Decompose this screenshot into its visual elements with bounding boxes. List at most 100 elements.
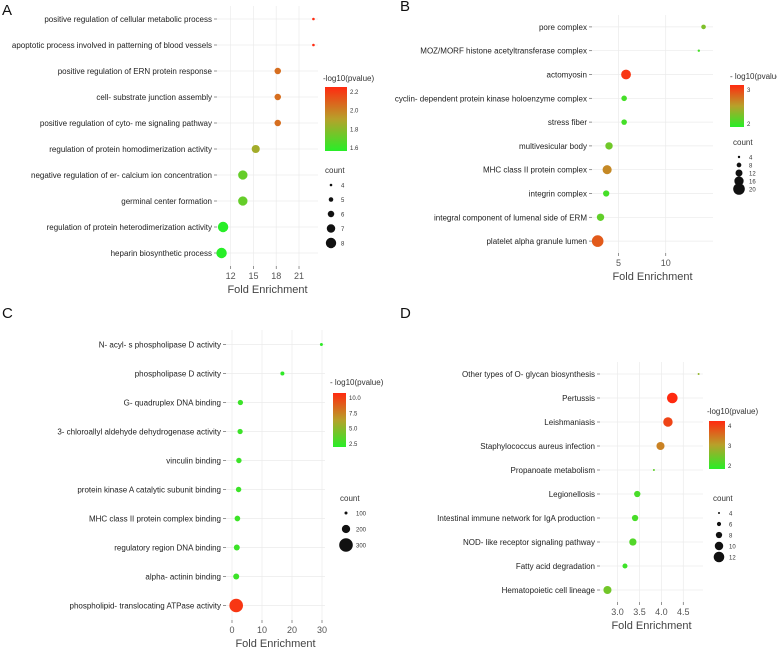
grid (600, 362, 703, 602)
data-point (602, 165, 612, 175)
data-point (216, 247, 227, 259)
data-point (280, 371, 285, 376)
size-legend-label: 20 (749, 188, 756, 194)
category-label: MOZ/MORF histone acetyltransferase compl… (420, 47, 587, 56)
color-legend-tick: 10.0 (349, 396, 361, 402)
size-legend-label: 5 (341, 198, 345, 204)
category-label: platelet alpha granule lumen (486, 237, 587, 246)
data-point (701, 24, 706, 30)
data-point (237, 399, 244, 406)
data-point (652, 469, 655, 471)
points (603, 373, 700, 595)
category-label: cyclin- dependent protein kinase holoenz… (395, 94, 587, 103)
x-tick-label: 0 (229, 625, 234, 635)
x-axis-label: Fold Enrichment (227, 284, 307, 296)
data-point (274, 119, 282, 127)
category-label: Staphylococcus aureus infection (480, 442, 595, 451)
panel-letter: D (400, 305, 411, 322)
data-point (236, 457, 242, 464)
category-label: Fatty acid degradation (516, 562, 595, 571)
data-point (233, 544, 240, 551)
size-legend-dot (735, 169, 743, 177)
x-tick-label: 20 (287, 625, 297, 635)
size-legend-label: 8 (729, 534, 733, 540)
size-legend-label: 8 (341, 242, 345, 248)
category-label: 3- chloroallyl aldehyde dehydrogenase ac… (57, 428, 221, 437)
size-legend-dot (714, 541, 724, 551)
size-legend-dot (736, 162, 742, 168)
color-legend: - log10(pvalue) 3 2 (730, 72, 777, 128)
size-legend-dot (737, 155, 741, 159)
data-point (621, 69, 631, 80)
data-point (697, 373, 700, 375)
data-point (217, 221, 229, 233)
x-tick-label: 4.0 (655, 607, 668, 617)
x-tick-label: 3.5 (633, 607, 646, 617)
grid (226, 330, 325, 620)
points (591, 24, 706, 247)
category-label: pore complex (539, 23, 587, 32)
data-point (634, 490, 641, 498)
color-legend-tick: 3 (747, 88, 751, 94)
size-legend-dot (326, 224, 336, 233)
size-legend-label: 4 (729, 512, 733, 518)
x-tick-label: 5 (616, 258, 621, 268)
data-point (622, 563, 628, 569)
category-label: phospholipase D activity (135, 370, 221, 379)
size-legend-label: 12 (749, 172, 756, 178)
data-point (656, 441, 665, 451)
size-legend-dot (716, 521, 722, 527)
size-legend: count 4 8 12 16 20 (733, 138, 756, 195)
x-axis-label: Fold Enrichment (611, 620, 691, 632)
size-legend-dot (327, 210, 335, 218)
size-legend-label: 4 (341, 184, 345, 190)
color-legend-tick: 7.5 (349, 411, 358, 417)
x-tick-label: 10 (257, 625, 267, 635)
color-legend-tick: 1.6 (350, 146, 359, 152)
color-legend-tick: 2 (728, 464, 732, 470)
category-label: alpha- actinin binding (145, 573, 221, 582)
category-label: G- quadruplex DNA binding (124, 399, 221, 408)
data-point (591, 235, 604, 247)
data-point (235, 486, 242, 493)
color-bar (325, 87, 347, 151)
size-legend-label: 16 (749, 180, 756, 186)
size-legend-title: count (325, 166, 345, 175)
category-label: MHC class II protein complex binding (89, 515, 221, 524)
size-legend-title: count (733, 138, 753, 147)
category-label: positive regulation of cellular metaboli… (44, 15, 212, 24)
panel-c: C N- acyl- s phospholipase D activity phos… (2, 305, 384, 650)
category-label: regulatory region DNA binding (114, 544, 221, 553)
category-label: vinculin binding (166, 457, 221, 466)
color-legend-tick: 2.2 (350, 90, 359, 96)
data-point (603, 585, 612, 595)
color-legend-tick: 2.0 (350, 109, 359, 115)
color-bar (730, 85, 744, 127)
x-axis-label: Fold Enrichment (235, 638, 315, 650)
grid (217, 6, 318, 266)
category-label: NOD- like receptor signaling pathway (463, 538, 595, 547)
data-point (238, 170, 248, 180)
panel-letter: B (400, 0, 410, 15)
size-legend-label: 4 (749, 156, 753, 162)
size-legend-label: 10 (729, 545, 736, 551)
size-legend: count 100 200 300 (339, 494, 367, 552)
color-legend: - log10(pvalue) 10.0 7.5 5.0 2.5 (330, 378, 384, 448)
data-point (629, 538, 637, 546)
size-legend: count 4 6 8 10 12 (713, 494, 736, 563)
data-point (621, 95, 627, 102)
size-legend-label: 6 (729, 523, 733, 529)
size-legend-label: 12 (729, 556, 736, 562)
data-point (233, 573, 240, 580)
data-point (234, 515, 241, 522)
data-point (251, 144, 260, 154)
size-legend-dot (339, 538, 353, 552)
color-legend-tick: 1.8 (350, 127, 359, 133)
size-legend-title: count (713, 494, 733, 503)
category-label: Hematopoietic cell lineage (502, 586, 596, 595)
points (229, 343, 323, 613)
category-label: Legionellosis (549, 490, 595, 499)
points (216, 17, 315, 259)
size-legend-dot (344, 511, 348, 515)
